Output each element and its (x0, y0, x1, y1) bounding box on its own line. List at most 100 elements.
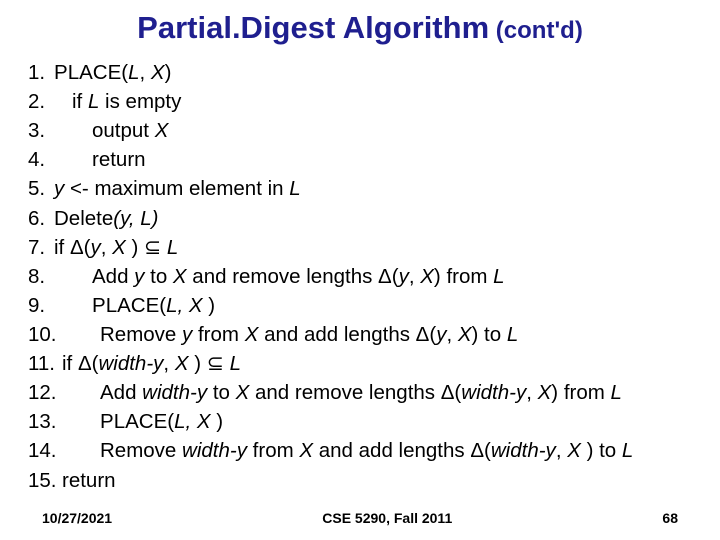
t: y (54, 177, 64, 200)
t: , (101, 236, 112, 259)
t: Add (92, 265, 134, 288)
t: , (556, 439, 567, 462)
footer-date: 10/27/2021 (42, 510, 112, 526)
t: ) (165, 61, 172, 84)
line-number: 5. (28, 174, 54, 203)
t: P (100, 410, 114, 433)
t: LACE (68, 61, 122, 84)
t: X (458, 323, 472, 346)
t: L (493, 265, 504, 288)
t: X (299, 439, 318, 462)
t: Add (100, 381, 142, 404)
t: ) ⊆ (126, 236, 167, 259)
t: , (409, 265, 420, 288)
t: ) to (587, 439, 622, 462)
line-number: 1. (28, 58, 54, 87)
line-number: 8. (28, 262, 54, 291)
t: width-y (182, 439, 253, 462)
line-5: 5.y <- maximum element in L (28, 174, 696, 203)
t: is empty (99, 90, 181, 113)
t: Delete (54, 207, 113, 230)
t: X (112, 236, 126, 259)
t: y (436, 323, 446, 346)
t: if Δ( (54, 236, 90, 259)
t: X (567, 439, 586, 462)
t: , (163, 352, 174, 375)
algorithm-body: 1.PLACE(L, X) 2.if L is empty 3.output X… (24, 58, 696, 495)
t: P (54, 61, 68, 84)
line-14: 14.Remove width-y from X and add lengths… (28, 436, 696, 465)
t: return (62, 469, 116, 492)
t: X (173, 265, 192, 288)
t: L (622, 439, 633, 462)
footer: 10/27/2021 CSE 5290, Fall 2011 68 (0, 510, 720, 526)
t: P (92, 294, 106, 317)
t: y (90, 236, 100, 259)
line-3: 3. output X (28, 116, 696, 145)
t: L (230, 352, 241, 375)
t: LACE (114, 410, 168, 433)
footer-course: CSE 5290, Fall 2011 (322, 510, 452, 526)
t: ) (208, 294, 215, 317)
line-number: 12. (28, 378, 62, 407)
title-main: Partial.Digest Algorithm (137, 10, 489, 45)
t: y (182, 323, 198, 346)
t: L, X (174, 410, 216, 433)
t: L (611, 381, 622, 404)
line-8: 8.Add y to X and remove lengths Δ(y, X) … (28, 262, 696, 291)
t: X (245, 323, 264, 346)
slide-container: Partial.Digest Algorithm (cont'd) 1.PLAC… (0, 0, 720, 540)
t: and add lengths Δ( (319, 439, 491, 462)
line-number: 10. (28, 320, 62, 349)
line-number: 14. (28, 436, 62, 465)
line-13: 13.PLACE(L, X ) (28, 407, 696, 436)
t: , (139, 61, 150, 84)
t: to (150, 265, 173, 288)
line-7: 7.if Δ(y, X ) ⊆ L (28, 233, 696, 262)
t: ) (152, 207, 159, 230)
t: from (253, 439, 300, 462)
line-number: 4. (28, 145, 54, 174)
line-number: 13. (28, 407, 62, 436)
t: return (92, 148, 146, 171)
t: if Δ( (62, 352, 98, 375)
t: width-y (142, 381, 213, 404)
t: output (92, 119, 155, 142)
t: width-y (461, 381, 526, 404)
line-15: 15.return (28, 466, 696, 495)
t: and add lengths Δ( (264, 323, 436, 346)
t: X (151, 61, 165, 84)
line-9: 9.PLACE(L, X ) (28, 291, 696, 320)
line-number: 7. (28, 233, 54, 262)
t: ) from (434, 265, 493, 288)
t: <- maximum element in (64, 177, 289, 200)
line-6: 6.Delete(y, L) (28, 204, 696, 233)
t: ) from (551, 381, 610, 404)
t: if (72, 90, 88, 113)
t: LACE (106, 294, 160, 317)
t: X (155, 119, 169, 142)
t: X (420, 265, 434, 288)
t: y (134, 265, 150, 288)
t: Remove (100, 323, 182, 346)
line-1: 1.PLACE(L, X) (28, 58, 696, 87)
line-number: 9. (28, 291, 54, 320)
t: X (538, 381, 552, 404)
title-contd: (cont'd) (489, 17, 583, 44)
t: to (213, 381, 236, 404)
t: L (88, 90, 99, 113)
line-number: 3. (28, 116, 54, 145)
t: width-y (98, 352, 163, 375)
t: width-y (491, 439, 556, 462)
t: y (399, 265, 409, 288)
line-12: 12.Add width-y to X and remove lengths Δ… (28, 378, 696, 407)
t: X (236, 381, 255, 404)
t: , (526, 381, 537, 404)
t: y, L (120, 207, 152, 230)
t: ) to (472, 323, 507, 346)
t: L, X (166, 294, 208, 317)
t: L (289, 177, 300, 200)
line-11: 11.if Δ(width-y, X ) ⊆ L (28, 349, 696, 378)
t: ) ⊆ (189, 352, 230, 375)
t: ) (216, 410, 223, 433)
